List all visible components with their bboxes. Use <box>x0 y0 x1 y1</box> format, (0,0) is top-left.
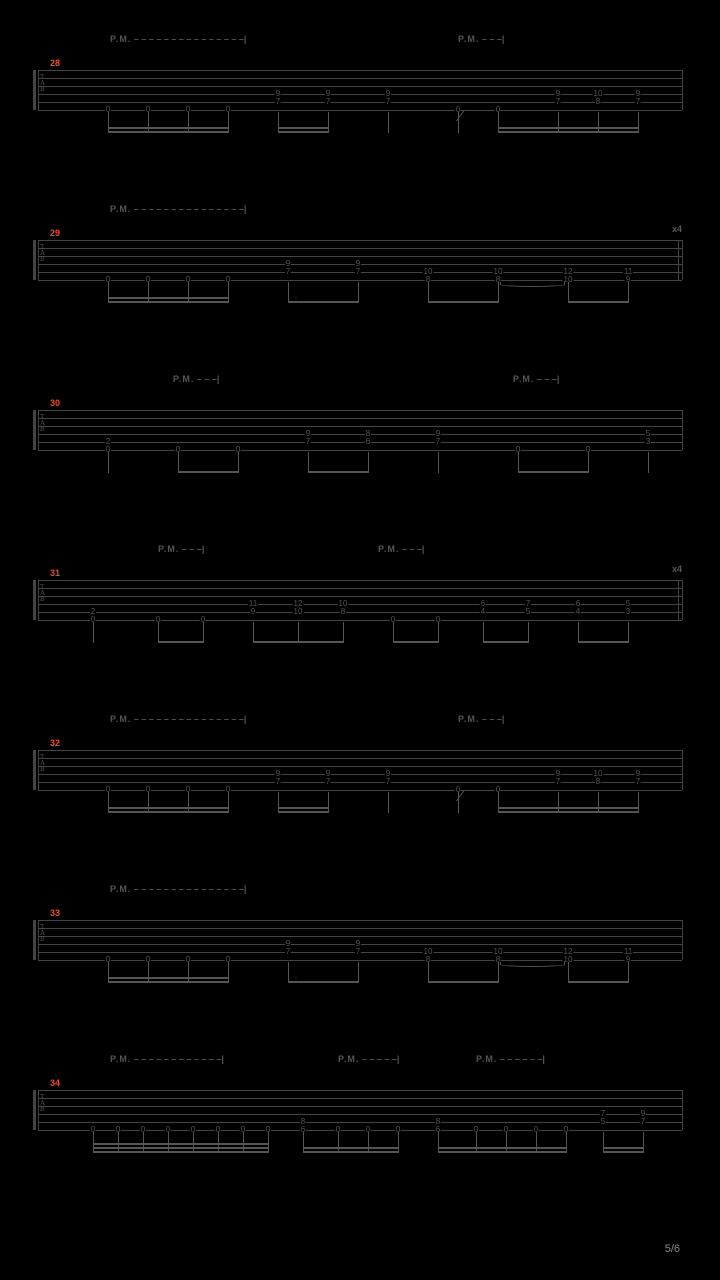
fret-number: 7 <box>385 777 391 786</box>
palm-mute-marker: P.M. – – –| <box>173 374 219 384</box>
fret-number: 6 <box>365 437 371 446</box>
palm-mute-marker: P.M. – – –| <box>378 544 424 554</box>
bar-number: 28 <box>50 58 60 68</box>
tab-measure: P.M. – – –|P.M. – – –|31x4TAB20001191210… <box>38 558 682 650</box>
tab-measure: P.M. – – – – – – – – – – – – – – –|P.M. … <box>38 728 682 820</box>
fret-number: 7 <box>635 97 641 106</box>
fret-number: 4 <box>575 607 581 616</box>
bar-number: 34 <box>50 1078 60 1088</box>
fret-number: 7 <box>285 267 291 276</box>
palm-mute-marker: P.M. – – –| <box>513 374 559 384</box>
fret-number: 7 <box>640 1117 646 1126</box>
tab-clef: TAB <box>40 584 45 602</box>
fret-number: 4 <box>480 607 486 616</box>
fret-number: 7 <box>355 267 361 276</box>
tab-clef: TAB <box>40 754 45 772</box>
bar-number: 33 <box>50 908 60 918</box>
tab-clef: TAB <box>40 1094 45 1112</box>
fret-number: 7 <box>285 947 291 956</box>
bar-number: 30 <box>50 398 60 408</box>
palm-mute-marker: P.M. – – – – –| <box>338 1054 399 1064</box>
palm-mute-marker: P.M. – – – – – – – – – – – –| <box>110 1054 224 1064</box>
tab-measure: P.M. – – – – – – – – – – – – – – –|29x4T… <box>38 218 682 310</box>
bar-number: 31 <box>50 568 60 578</box>
fret-number: 3 <box>645 437 651 446</box>
palm-mute-marker: P.M. – – –| <box>158 544 204 554</box>
palm-mute-marker: P.M. – – –| <box>458 714 504 724</box>
palm-mute-marker: P.M. – – –| <box>458 34 504 44</box>
palm-mute-marker: P.M. – – – – – – – – – – – – – – –| <box>110 34 246 44</box>
fret-number: 5 <box>600 1117 606 1126</box>
fret-number: 9 <box>250 607 256 616</box>
fret-number: 8 <box>595 777 601 786</box>
repeat-count: x4 <box>672 224 682 234</box>
fret-number: 7 <box>355 947 361 956</box>
fret-number: 7 <box>435 437 441 446</box>
repeat-count: x4 <box>672 564 682 574</box>
fret-number: 7 <box>325 777 331 786</box>
fret-number: 7 <box>275 777 281 786</box>
fret-number: 7 <box>275 97 281 106</box>
fret-number: 7 <box>325 97 331 106</box>
fret-number: 7 <box>555 97 561 106</box>
tab-clef: TAB <box>40 414 45 432</box>
fret-number: 8 <box>340 607 346 616</box>
fret-number: 7 <box>635 777 641 786</box>
fret-number: 8 <box>595 97 601 106</box>
fret-number: 7 <box>385 97 391 106</box>
tab-clef: TAB <box>40 244 45 262</box>
palm-mute-marker: P.M. – – – – – – – – – – – – – – –| <box>110 714 246 724</box>
fret-number: 3 <box>625 607 631 616</box>
fret-number: 7 <box>555 777 561 786</box>
fret-number: 10 <box>293 607 304 616</box>
palm-mute-marker: P.M. – – – – – – – – – – – – – – –| <box>110 204 246 214</box>
palm-mute-marker: P.M. – – – – – – – – – – – – – – –| <box>110 884 246 894</box>
page-number: 5/6 <box>665 1243 680 1255</box>
tab-measure: P.M. – – – – – – – – – – – – – – –|33TAB… <box>38 898 682 990</box>
bar-number: 32 <box>50 738 60 748</box>
palm-mute-marker: P.M. – – – – – –| <box>476 1054 545 1064</box>
tab-clef: TAB <box>40 74 45 92</box>
tab-clef: TAB <box>40 924 45 942</box>
tab-measure: P.M. – – –|P.M. – – –|30TAB2000978697005… <box>38 388 682 480</box>
tab-measure: P.M. – – – – – – – – – – – –|P.M. – – – … <box>38 1068 682 1160</box>
bar-number: 29 <box>50 228 60 238</box>
fret-number: 7 <box>305 437 311 446</box>
tab-measure: P.M. – – – – – – – – – – – – – – –|P.M. … <box>38 48 682 140</box>
fret-number: 5 <box>525 607 531 616</box>
